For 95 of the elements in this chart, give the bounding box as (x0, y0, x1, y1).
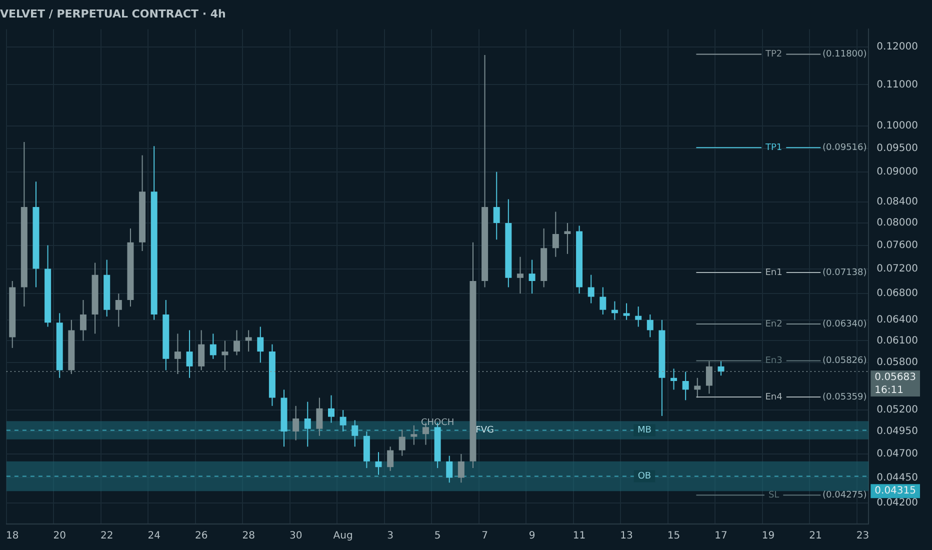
x-tick-label: 15 (667, 530, 680, 542)
y-tick-label: 0.04450 (876, 472, 918, 484)
candlestick (387, 446, 394, 472)
annotation: CHOCH (420, 418, 454, 428)
x-tick-label: 23 (856, 530, 870, 542)
candlestick (352, 420, 358, 448)
y-tick-label: 0.06400 (876, 314, 918, 326)
candlestick (694, 377, 701, 398)
candlestick (234, 330, 240, 356)
x-tick-label: 21 (809, 530, 822, 542)
y-tick-label: 0.09500 (876, 142, 918, 154)
annotation: (0.05359) (822, 392, 867, 402)
x-tick-label: 19 (762, 530, 775, 542)
x-tick-label: 5 (434, 530, 441, 542)
candlestick (623, 302, 630, 320)
x-tick-label: 22 (100, 530, 114, 542)
annotation: (0.09516) (822, 142, 867, 153)
candlestick (292, 405, 300, 441)
y-tick-label: 0.05800 (876, 357, 918, 368)
candlestick (80, 300, 86, 342)
candlestick (516, 256, 524, 294)
candlestick (340, 410, 346, 432)
candlestick (552, 211, 559, 258)
y-tick-label: 0.06800 (876, 288, 918, 300)
candlestick (564, 222, 571, 254)
x-tick-label: 18 (6, 530, 19, 542)
candlestick (528, 259, 536, 294)
candlestick (304, 401, 311, 448)
candlestick (328, 394, 335, 424)
text: 16:11 (874, 385, 904, 396)
candlestick (718, 360, 724, 376)
y-tick-label: 0.12000 (876, 42, 918, 53)
text: 0.04315 (874, 486, 916, 497)
annotation: (0.04275) (822, 490, 867, 500)
y-tick-label: 0.06100 (876, 335, 918, 346)
x-tick-label: 20 (53, 530, 66, 542)
y-tick-label: 0.05200 (876, 404, 918, 416)
x-tick-label: 9 (528, 530, 536, 542)
ref-line-label: TP2 (764, 50, 782, 60)
candlestick (115, 293, 122, 328)
y-tick-label: 0.11000 (876, 79, 918, 90)
y-tick-label: 0.08400 (876, 196, 918, 208)
ref-line-label: En4 (765, 392, 783, 402)
y-tick-label: 0.04950 (876, 426, 918, 438)
ref-line-label: En1 (765, 268, 782, 278)
x-tick-label: 11 (572, 530, 586, 542)
band-label: OB (638, 472, 652, 482)
annotation: FVG (476, 426, 494, 436)
x-tick-label: 17 (714, 530, 728, 542)
candlestick (375, 452, 382, 476)
candlestick (670, 368, 678, 390)
x-tick-label: 28 (242, 530, 255, 542)
x-tick-label: 3 (387, 530, 394, 542)
candlestick (410, 424, 418, 446)
x-tick-label: 30 (289, 530, 302, 542)
y-tick-label: 0.09000 (876, 166, 918, 178)
candlestick (458, 453, 464, 484)
y-tick-label: 0.07200 (876, 263, 918, 274)
candlestick (398, 429, 406, 456)
candlestick (600, 286, 606, 316)
y-tick-label: 0.08000 (876, 218, 918, 229)
annotation: (0.05826) (822, 356, 867, 366)
ref-line-label: SL (768, 490, 780, 500)
candlestick (682, 371, 689, 401)
x-tick-label: Aug (333, 530, 353, 542)
ref-line-label: En2 (765, 319, 782, 330)
candlestick (222, 340, 228, 371)
candlestick (257, 326, 264, 364)
ref-line-label: En3 (765, 356, 782, 366)
candlestick (635, 306, 642, 328)
candlestick (186, 330, 193, 378)
ref-line-label: 0.05683 (874, 372, 916, 384)
chart-title: VELVET / PERPETUAL CONTRACT · 4h (0, 7, 226, 20)
candlestick (316, 397, 323, 436)
candlestick (245, 330, 252, 352)
x-tick-label: 24 (148, 530, 160, 542)
x-tick-label: 13 (620, 530, 633, 542)
candlestick (446, 455, 453, 484)
annotation: (0.11800) (822, 50, 867, 60)
annotation: (0.06340) (822, 319, 867, 330)
y-tick-label: 0.07600 (876, 240, 918, 251)
ref-line-label: TP1 (764, 142, 782, 153)
x-tick-label: 7 (482, 530, 488, 542)
x-tick-label: 26 (194, 530, 208, 542)
candlestick (493, 171, 500, 240)
candlestick (611, 300, 618, 320)
y-tick-label: 0.04200 (876, 497, 918, 508)
annotation: (0.07138) (822, 268, 867, 278)
candlestick (588, 274, 594, 304)
band-label: MB (638, 426, 652, 436)
candlestick (646, 314, 654, 338)
candlestick (198, 330, 205, 371)
y-tick-label: 0.10000 (876, 120, 918, 132)
y-tick-label: 0.04700 (876, 448, 918, 460)
candlestick (210, 333, 216, 360)
